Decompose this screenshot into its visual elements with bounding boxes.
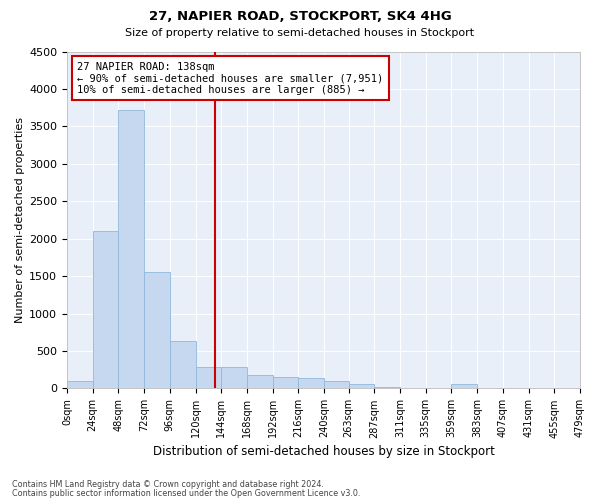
Bar (196, 366, 221, 388)
Bar (324, 381, 349, 388)
Text: Contains public sector information licensed under the Open Government Licence v3: Contains public sector information licen… (12, 488, 361, 498)
Bar (93, 231, 118, 388)
Bar (374, 387, 400, 388)
Text: 27, NAPIER ROAD, STOCKPORT, SK4 4HG: 27, NAPIER ROAD, STOCKPORT, SK4 4HG (149, 10, 451, 23)
Bar (298, 378, 324, 388)
Text: Size of property relative to semi-detached houses in Stockport: Size of property relative to semi-detach… (125, 28, 475, 38)
Bar (67, 381, 93, 388)
X-axis label: Distribution of semi-detached houses by size in Stockport: Distribution of semi-detached houses by … (152, 444, 494, 458)
Bar (451, 384, 477, 388)
Text: Contains HM Land Registry data © Crown copyright and database right 2024.: Contains HM Land Registry data © Crown c… (12, 480, 324, 489)
Bar (349, 384, 374, 388)
Bar (247, 376, 272, 388)
Bar (170, 340, 196, 388)
Bar (144, 272, 170, 388)
Y-axis label: Number of semi-detached properties: Number of semi-detached properties (15, 117, 25, 323)
Bar (118, 110, 144, 388)
Bar (221, 366, 247, 388)
Text: 27 NAPIER ROAD: 138sqm
← 90% of semi-detached houses are smaller (7,951)
10% of : 27 NAPIER ROAD: 138sqm ← 90% of semi-det… (77, 62, 383, 95)
Bar (272, 377, 298, 388)
